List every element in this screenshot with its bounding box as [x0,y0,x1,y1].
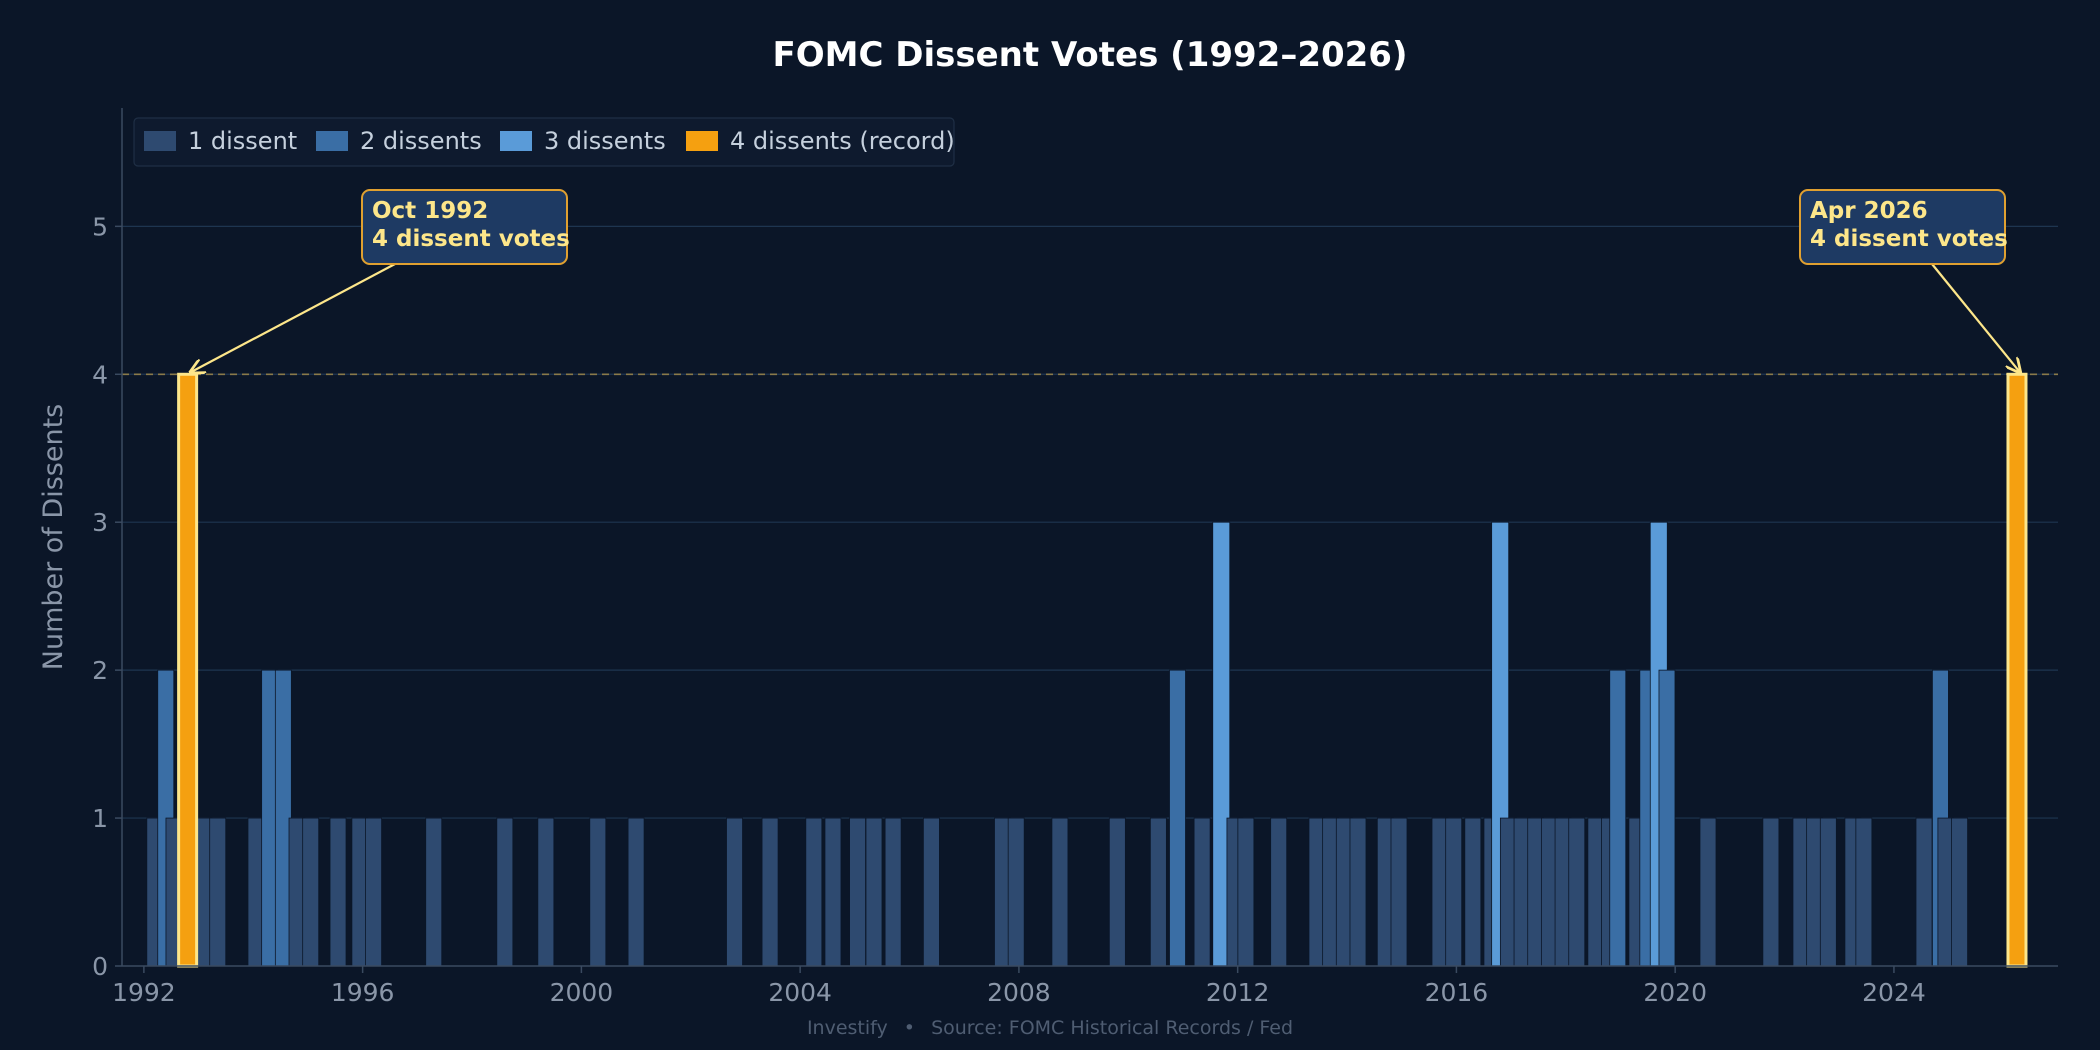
axes [121,108,2058,967]
bar [209,817,227,967]
bar [1819,817,1837,967]
legend-label: 1 dissent [188,127,297,155]
y-tick-label: 2 [92,656,108,685]
x-tick-label: 2012 [1206,978,1270,1007]
bar [1237,817,1255,967]
x-tick-label: 2000 [550,978,614,1007]
bar [329,817,347,967]
annotation-date: Apr 2026 [1810,198,1928,224]
x-tick-label: 2004 [768,978,832,1007]
bar [589,817,607,967]
legend-label: 2 dissents [360,127,482,155]
legend-box [133,117,955,167]
y-tick-label: 4 [92,360,108,389]
legend: 1 dissent 2 dissents 3 dissents 4 dissents … [133,117,955,167]
annotation-date: Oct 1992 [372,198,488,224]
footer-separator: • [904,1017,915,1039]
bar [1149,817,1167,967]
bar [1699,817,1717,967]
bar [865,817,883,967]
legend-label: 3 dissents [544,127,666,155]
annotation-box [1799,189,2006,265]
bar [923,817,940,967]
bar [1762,817,1780,967]
legend-swatch [686,131,718,151]
bar [1855,817,1873,967]
chart-title: FOMC Dissent Votes (1992–2026) [773,35,1408,75]
bar [1464,817,1482,967]
annotation-arrow [191,263,396,372]
bar [1193,817,1211,967]
bar [1051,817,1069,967]
bar [302,817,320,967]
bar [537,817,555,967]
x-tick-label: 2008 [987,978,1051,1007]
bar [1609,669,1627,967]
y-tick-label: 5 [92,212,108,241]
footer-source: Source: FOMC Historical Records / Fed [931,1017,1293,1039]
bar [496,817,514,967]
y-tick-label: 3 [92,508,108,537]
bar [1568,817,1586,967]
x-tick-label: 2016 [1425,978,1489,1007]
annotation-desc: 4 dissent votes [372,226,570,252]
bar [1390,817,1408,967]
bar [627,817,645,967]
y-tick-label: 1 [92,804,108,833]
record-bar [177,372,199,968]
bar [1915,817,1933,967]
x-tick-label: 1992 [112,978,176,1007]
legend-label: 4 dissents (record) [730,127,955,155]
legend-swatch [500,131,532,151]
bar [805,817,823,967]
y-axis-ticks: 0 1 2 3 4 5 [92,212,122,981]
y-tick-label: 0 [92,952,108,981]
bar [849,817,866,967]
bar [365,817,382,967]
legend-swatch [144,131,176,151]
bar [1169,669,1186,967]
x-tick-label: 2024 [1862,978,1926,1007]
bar [761,817,779,967]
annotation-arrow [1931,263,2020,372]
record-bar [2006,372,2028,968]
bar [824,817,842,967]
grid-lines [122,225,2058,819]
annotation-desc: 4 dissent votes [1810,226,2008,252]
bar [1270,817,1288,967]
x-tick-label: 2020 [1643,978,1707,1007]
bar [1658,669,1676,967]
x-axis-ticks: 1992 1996 2000 2004 2008 2012 2016 2020 2024 [112,966,1926,1007]
legend-swatch [316,131,348,151]
bar [1007,817,1025,967]
bar [1951,817,1968,967]
bar [1349,817,1367,967]
bar [1108,817,1126,967]
annotation-box [361,189,568,265]
y-axis-label: Number of Dissents [38,404,69,670]
footer-text: Investify • Source: FOMC Historical Reco… [807,1017,1293,1039]
bars [146,372,2028,968]
bar [425,817,443,967]
bar [884,817,902,967]
footer: Investify • Source: FOMC Historical Reco… [807,1017,1293,1039]
x-tick-label: 1996 [331,978,395,1007]
footer-brand: Investify [807,1017,888,1039]
bar [726,817,743,967]
bar [1445,817,1463,967]
